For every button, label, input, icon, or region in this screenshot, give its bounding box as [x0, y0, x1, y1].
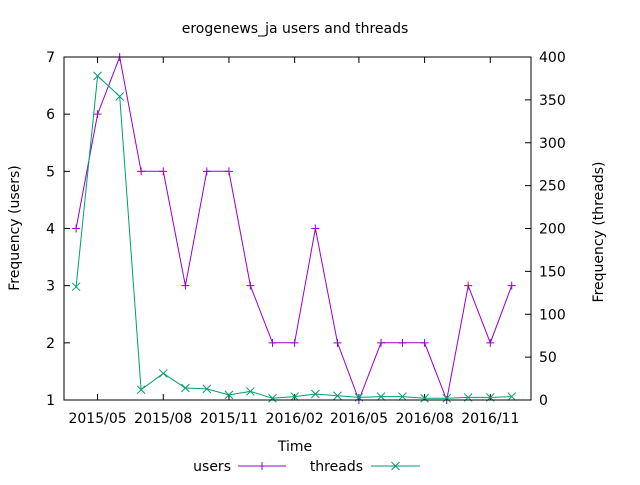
y2-tick-label: 350 [539, 93, 566, 109]
data-point [202, 384, 212, 394]
y-tick-label: 7 [46, 50, 55, 66]
data-point [333, 338, 342, 347]
data-point [398, 392, 407, 401]
x-tick-label: 2015/08 [134, 411, 192, 427]
y-tick-label: 6 [46, 107, 55, 123]
x-tick-label: 2016/05 [330, 411, 388, 427]
data-point [377, 338, 386, 347]
data-point [311, 224, 320, 233]
data-point [290, 392, 299, 401]
data-point [290, 338, 299, 347]
y2-tick-label: 0 [539, 393, 548, 409]
data-point [159, 167, 168, 176]
data-point [376, 392, 386, 401]
data-point [72, 224, 81, 233]
data-point [420, 393, 429, 403]
data-point [246, 387, 255, 396]
y2-tick-label: 100 [539, 307, 566, 323]
x-tick-label: 2016/08 [396, 411, 454, 427]
y2-axis-label: Frequency (threads) [591, 162, 607, 303]
data-point [181, 281, 190, 290]
y-tick-label: 5 [46, 164, 55, 180]
y2-tick-label: 400 [539, 50, 566, 66]
series-layer [71, 53, 517, 404]
data-point [137, 167, 146, 176]
data-point [136, 385, 146, 395]
data-point [464, 281, 473, 290]
series-line-threads [75, 74, 512, 399]
data-point [158, 369, 168, 378]
data-point [71, 282, 81, 292]
y-tick-label: 2 [46, 336, 55, 352]
data-point [202, 167, 211, 176]
y2-tick-label: 200 [539, 222, 566, 238]
legend: users threads [193, 459, 420, 475]
legend-label-threads: threads [310, 459, 363, 475]
plot-frame [63, 56, 532, 401]
y-tick-label: 3 [46, 279, 55, 295]
data-point [268, 393, 277, 403]
data-point [93, 110, 102, 119]
y-tick-label: 1 [46, 393, 55, 409]
data-point [507, 281, 516, 290]
data-point [391, 461, 400, 471]
series-line-users [75, 55, 513, 402]
y2-tick-label: 50 [539, 350, 557, 366]
y2-tick-label: 250 [539, 179, 566, 195]
data-point [224, 167, 233, 176]
y2-tick-label: 300 [539, 136, 566, 152]
data-point [486, 338, 495, 347]
data-point [398, 338, 407, 347]
data-point [333, 391, 342, 401]
x-tick-label: 2015/05 [68, 411, 126, 427]
x-axis-label: Time [277, 439, 312, 455]
y2-tick-label: 150 [539, 264, 566, 280]
data-point [507, 392, 517, 401]
y-tick-label: 4 [46, 222, 55, 238]
data-point [442, 393, 452, 403]
data-point [93, 71, 102, 81]
y-axis-label: Frequency (users) [7, 165, 23, 291]
x-tick-label: 2016/11 [461, 411, 519, 427]
data-point [310, 389, 320, 399]
data-point [181, 383, 190, 393]
series-users [72, 53, 516, 404]
data-point [246, 281, 255, 290]
data-point [258, 462, 266, 470]
x-tick-label: 2016/02 [266, 411, 324, 427]
data-point [224, 390, 234, 400]
x-tick-label: 2015/11 [200, 411, 258, 427]
axes: 1 2 3 4 5 6 7 0 50 100 150 200 250 300 350 400 2015/05 20… [46, 50, 566, 427]
series-threads [71, 71, 517, 403]
chart-title: erogenews_ja users and threads [182, 21, 409, 37]
data-point [268, 338, 277, 347]
legend-label-users: users [193, 459, 231, 475]
data-point [115, 92, 125, 101]
data-point [420, 338, 429, 347]
